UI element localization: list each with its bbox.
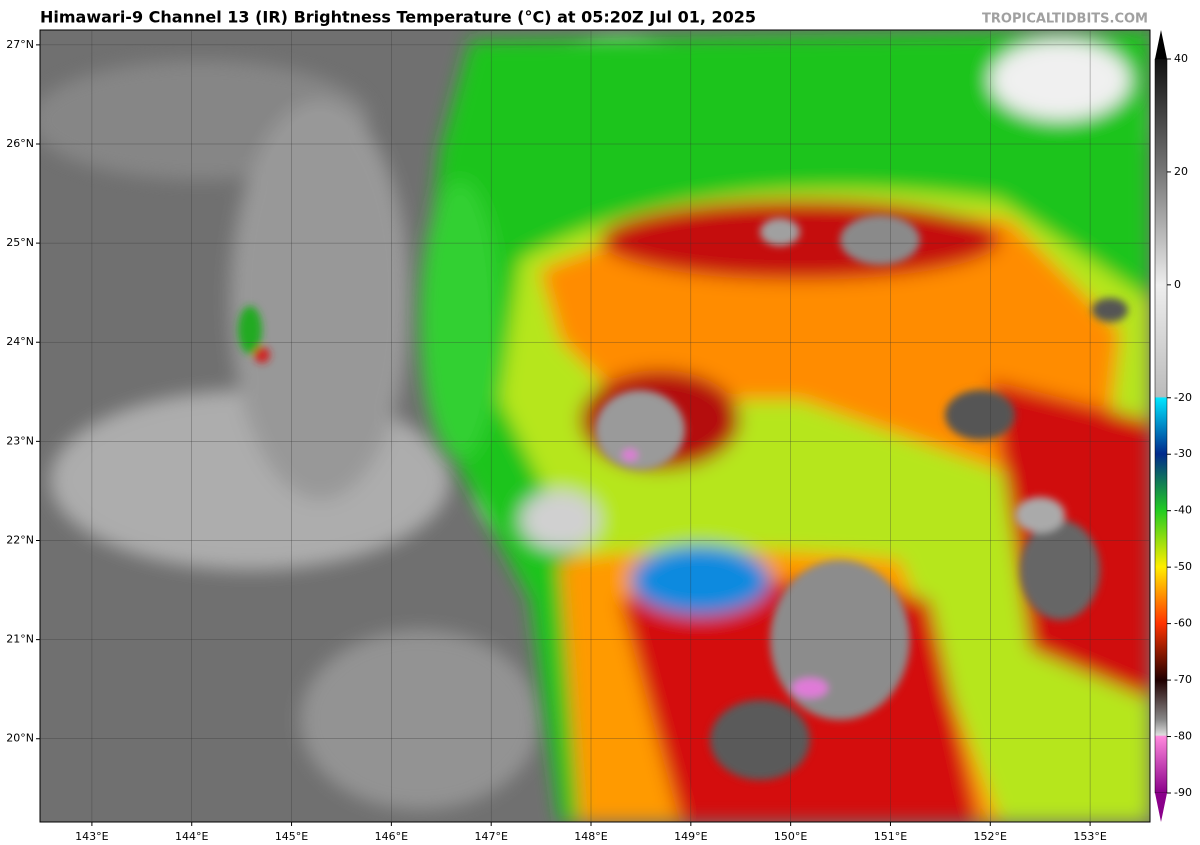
colorbar-label: -50: [1174, 560, 1192, 573]
colorbar-label: 20: [1174, 165, 1188, 178]
lon-label: 143°E: [75, 830, 108, 843]
lon-label: 149°E: [674, 830, 707, 843]
lon-label: 151°E: [874, 830, 907, 843]
colorbar-label: -20: [1174, 391, 1192, 404]
graticule: 143°E 144°E 145°E 146°E 147°E 148°E 149°E 150°E…: [6, 30, 1150, 843]
lon-label: 147°E: [474, 830, 507, 843]
colorbar-label: -70: [1174, 673, 1192, 686]
colorbar-label: -30: [1174, 447, 1192, 460]
lon-label: 152°E: [974, 830, 1007, 843]
map-frame: [39, 29, 1151, 823]
colorbar: 40 20 0 -20 -30 -40 -50 -60 -70 -80 -90: [1154, 30, 1192, 822]
colorbar-label: -60: [1174, 617, 1192, 630]
lat-label: 22°N: [6, 533, 34, 546]
colorbar-label: -80: [1174, 730, 1192, 743]
lon-label: 146°E: [375, 830, 408, 843]
colorbar-label: -90: [1174, 786, 1192, 799]
watermark: TROPICALTIDBITS.COM: [982, 12, 1148, 27]
lat-label: 27°N: [6, 38, 34, 51]
lon-label: 153°E: [1073, 830, 1106, 843]
colorbar-extension: [1155, 30, 1167, 59]
lon-label: 150°E: [774, 830, 807, 843]
colorbar-label: -40: [1174, 504, 1192, 517]
satellite-image: [40, 30, 1150, 822]
lat-label: 26°N: [6, 137, 34, 150]
lon-label: 145°E: [275, 830, 308, 843]
title: Himawari-9 Channel 13 (IR) Brightness Te…: [40, 8, 756, 27]
lat-label: 25°N: [6, 236, 34, 249]
colorbar-label: 0: [1174, 278, 1181, 291]
colorbar-bar: [1154, 58, 1168, 794]
lat-label: 24°N: [6, 335, 34, 348]
lat-label: 20°N: [6, 732, 34, 745]
lon-label: 148°E: [574, 830, 607, 843]
lat-label: 23°N: [6, 434, 34, 447]
lon-label: 144°E: [175, 830, 208, 843]
colorbar-extension: [1155, 793, 1167, 822]
lat-label: 21°N: [6, 633, 34, 646]
colorbar-label: 40: [1174, 52, 1188, 65]
